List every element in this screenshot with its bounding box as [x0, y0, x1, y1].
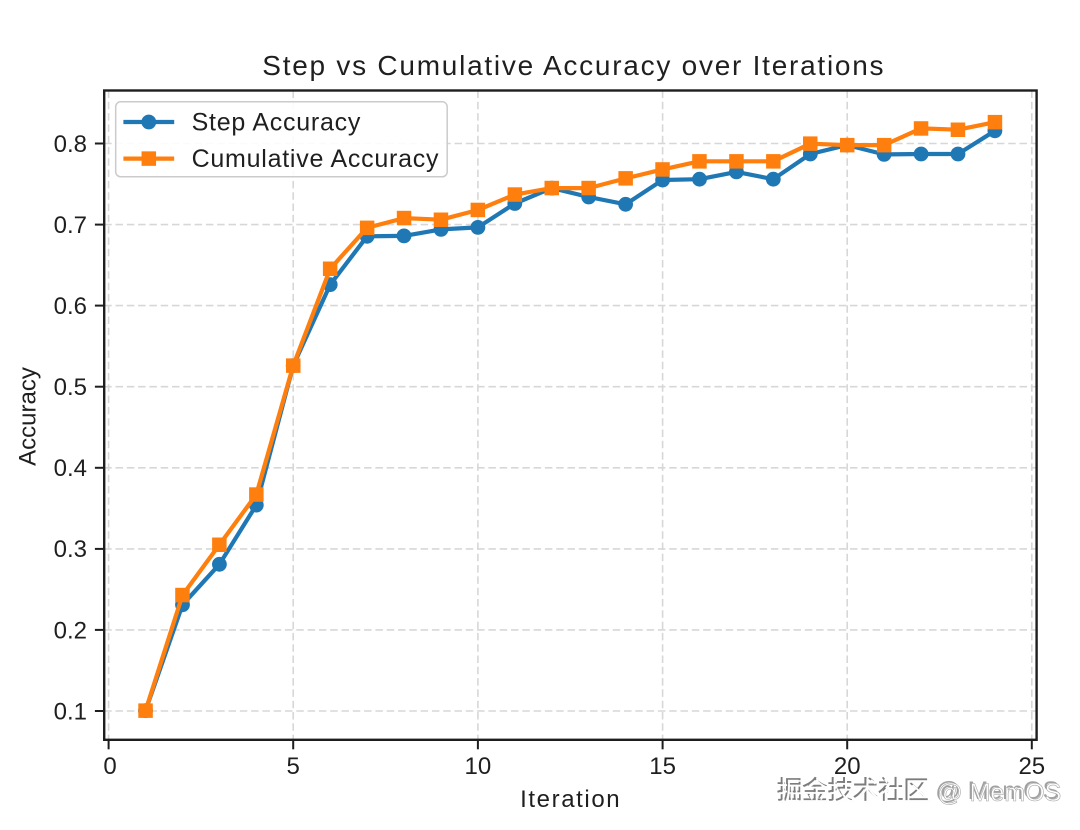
svg-text:0.5: 0.5 — [54, 374, 87, 401]
svg-text:0: 0 — [103, 753, 116, 780]
svg-text:15: 15 — [649, 753, 676, 780]
svg-text:0.4: 0.4 — [54, 455, 87, 482]
svg-text:5: 5 — [287, 753, 300, 780]
svg-text:0.6: 0.6 — [54, 293, 87, 320]
svg-text:Iteration: Iteration — [520, 786, 621, 813]
svg-text:@ MemOS: @ MemOS — [928, 777, 1059, 805]
svg-text:0.2: 0.2 — [54, 617, 87, 644]
svg-text:20: 20 — [834, 753, 861, 780]
svg-text:Step Accuracy: Step Accuracy — [192, 109, 362, 137]
svg-text:Step vs Cumulative Accuracy ov: Step vs Cumulative Accuracy over Iterati… — [262, 50, 885, 81]
svg-text:0.3: 0.3 — [54, 536, 87, 563]
svg-text:10: 10 — [465, 753, 492, 780]
svg-text:0.7: 0.7 — [54, 212, 87, 239]
svg-text:0.1: 0.1 — [54, 698, 87, 725]
svg-text:25: 25 — [1018, 753, 1045, 780]
svg-text:Cumulative Accuracy: Cumulative Accuracy — [192, 145, 440, 173]
svg-text:0.8: 0.8 — [54, 131, 87, 158]
svg-text:@ MemOS: @ MemOS — [930, 779, 1061, 807]
svg-text:Accuracy: Accuracy — [15, 367, 42, 466]
